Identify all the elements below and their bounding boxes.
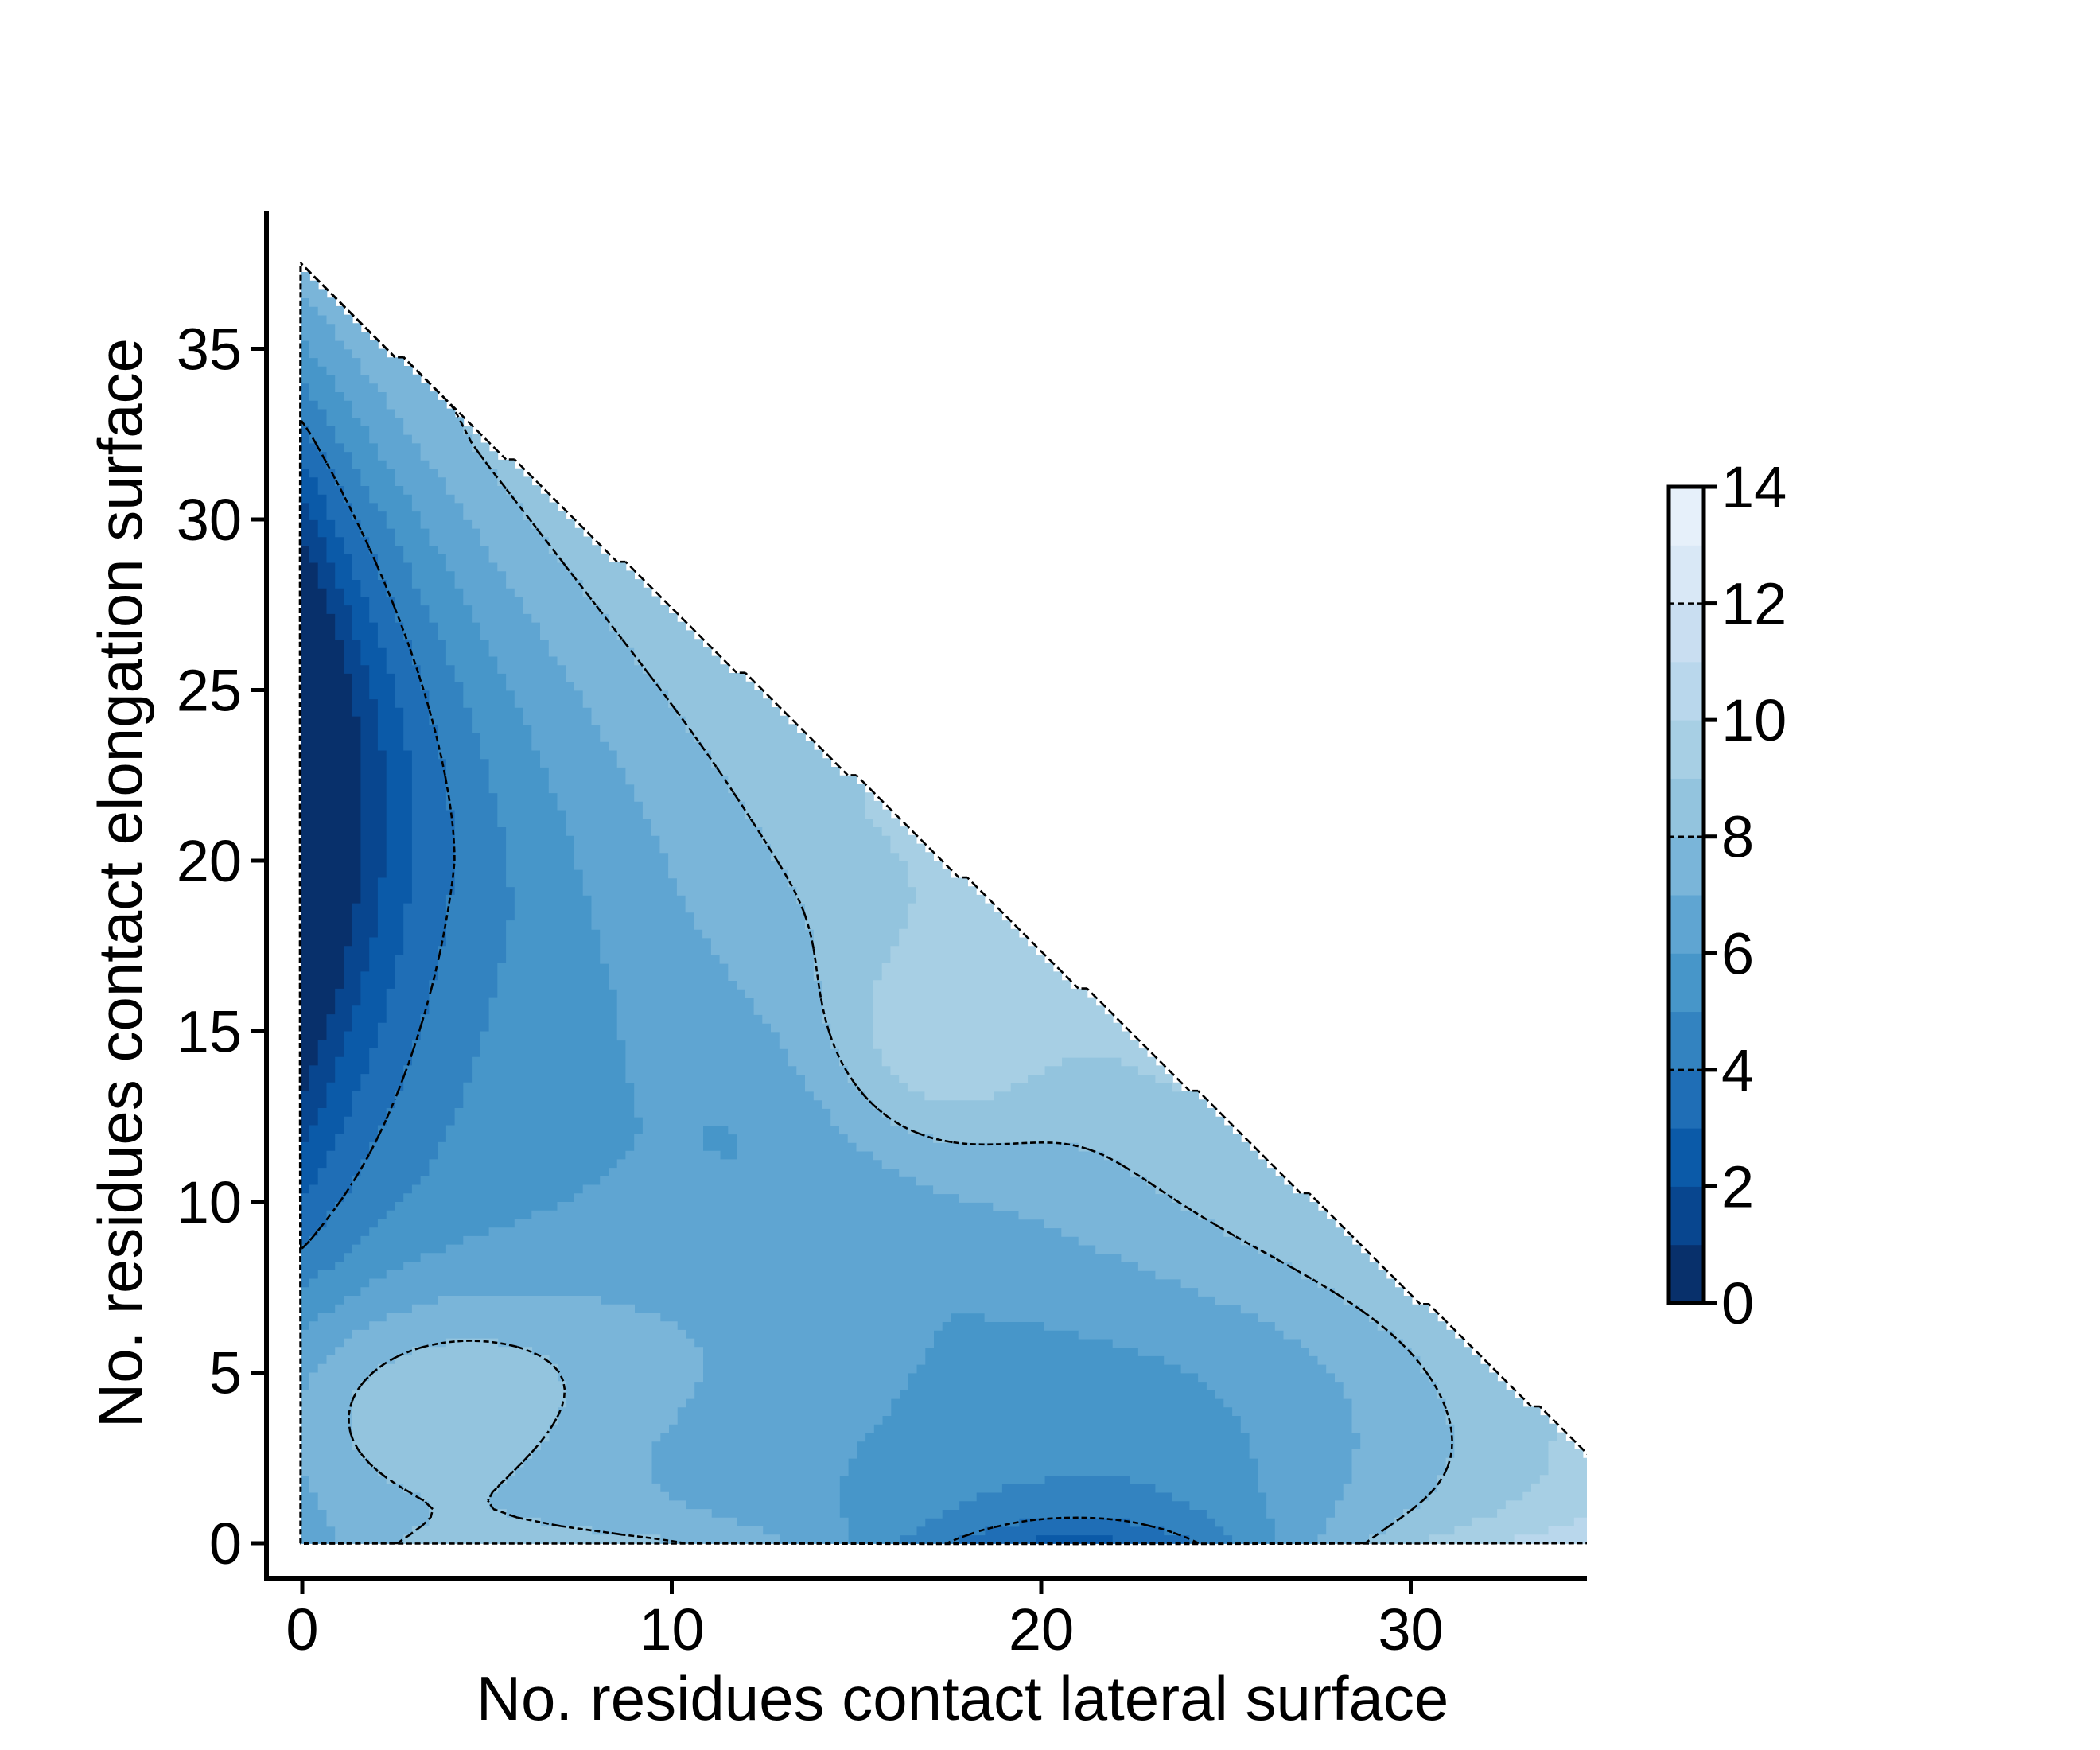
axes	[264, 211, 1587, 1581]
y-tick-label: 10	[177, 1169, 242, 1235]
colorbar-frame	[1666, 484, 1706, 1305]
contour-band-0-1	[301, 545, 362, 1092]
y-ticks: 0 5 10 15 20 25 30 35	[177, 317, 266, 1577]
x-ticks: 0 10 20 30	[286, 1578, 1444, 1662]
y-tick-label: 0	[209, 1511, 242, 1577]
colorbar-segment	[1669, 895, 1704, 954]
y-tick-label: 15	[177, 999, 242, 1065]
y-tick-label: 25	[177, 658, 242, 724]
colorbar-segment	[1669, 545, 1704, 605]
y-tick-label: 20	[177, 828, 242, 894]
y-tick-label: 5	[209, 1340, 242, 1406]
x-tick-label: 10	[639, 1596, 704, 1662]
x-tick-label: 0	[286, 1596, 318, 1662]
colorbar-segment	[1669, 1128, 1704, 1187]
contour-band-8-9	[352, 426, 1558, 1544]
colorbar-segment	[1669, 487, 1704, 546]
colorbar-tick-label: 6	[1721, 920, 1754, 986]
contour-band-10-11	[1514, 1517, 1587, 1544]
colorbar-segment	[1669, 1244, 1704, 1304]
colorbar-segment	[1669, 603, 1704, 663]
colorbar-tick-label: 10	[1721, 687, 1787, 753]
colorbar-segment	[1669, 1186, 1704, 1246]
contour-band-7-8	[301, 272, 1456, 1544]
colorbar-segment	[1669, 778, 1704, 838]
contour-band-5-6	[301, 340, 1276, 1544]
y-axis-label: No. residues contact elongation surface	[85, 338, 155, 1428]
colorbar-segment	[1669, 720, 1704, 779]
colorbar-segment	[1669, 1011, 1704, 1071]
colorbar-segment	[1669, 661, 1704, 721]
colorbar-tick-label: 14	[1721, 454, 1787, 520]
colorbar-tick-label: 0	[1721, 1270, 1754, 1336]
colorbar-tick-label: 2	[1721, 1153, 1754, 1219]
colorbar: 0 2 4 6 8 10 12 14	[1666, 454, 1787, 1336]
colorbar-tick-label: 4	[1721, 1037, 1754, 1103]
contour-band-1-2	[301, 502, 387, 1143]
contour-band-9-10	[865, 792, 1587, 1544]
contour-dashed-lines	[298, 262, 1587, 1546]
dashed-contour-12	[298, 262, 1587, 1546]
y-tick-label: 30	[177, 487, 242, 553]
colorbar-segment	[1669, 953, 1704, 1013]
colorbar-tick-label: 8	[1721, 804, 1754, 870]
x-axis-label: No. residues contact lateral surface	[476, 1663, 1449, 1733]
colorbar-tick-label: 12	[1721, 571, 1787, 637]
colorbar-segment	[1669, 1069, 1704, 1129]
x-tick-label: 30	[1378, 1596, 1443, 1662]
contour-band-11-12	[1617, 1534, 1652, 1544]
contour-fill-layer	[301, 272, 1652, 1544]
colorbar-segment	[1669, 836, 1704, 896]
contour-band-6-7	[301, 298, 1362, 1544]
y-tick-label: 35	[177, 317, 242, 383]
x-tick-label: 20	[1009, 1596, 1074, 1662]
contour-band-4-5	[301, 383, 1233, 1544]
